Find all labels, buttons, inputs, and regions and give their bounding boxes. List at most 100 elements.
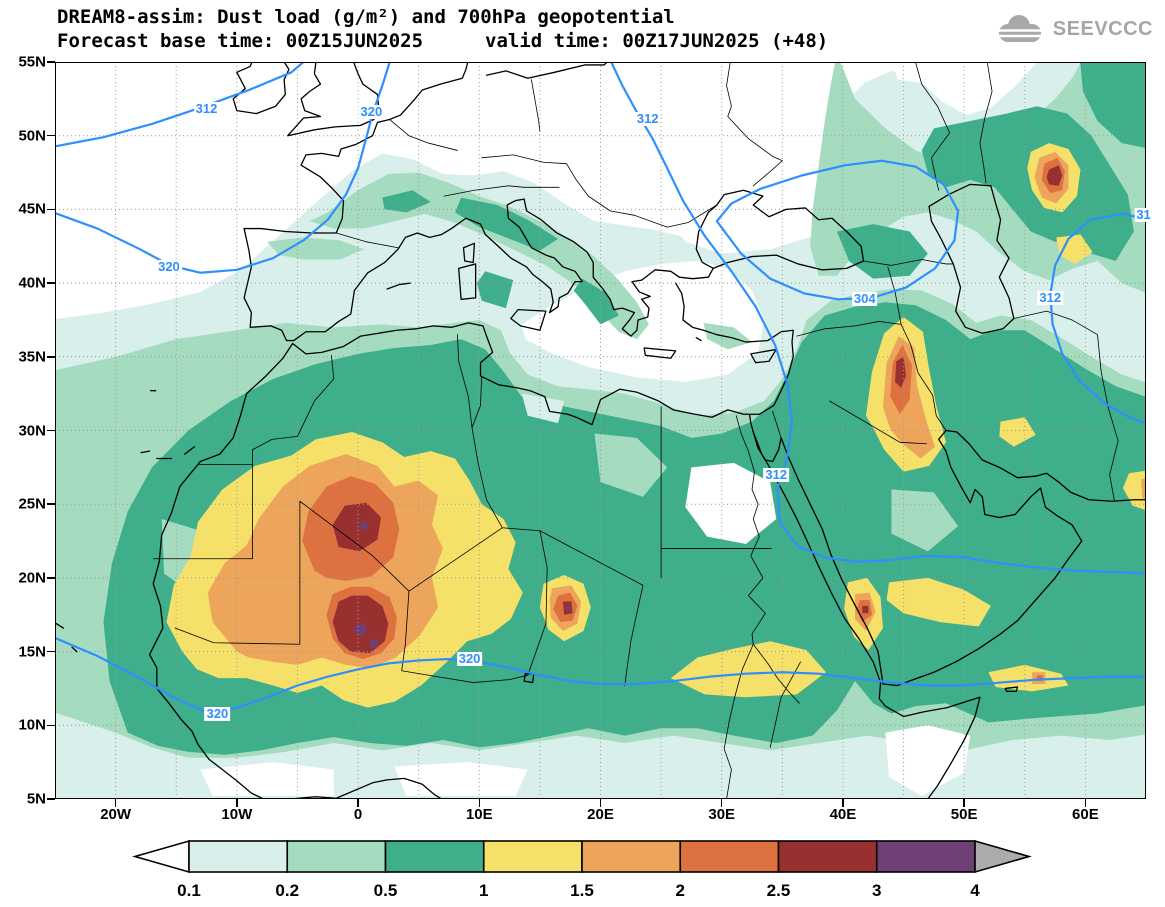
colorbar-label: 3 [872, 881, 881, 900]
x-axis-label: 50E [950, 806, 978, 823]
x-axis-label: 20W [100, 806, 132, 823]
x-axis-label: 60E [1072, 806, 1099, 823]
dust-contour-fill [1056, 234, 1093, 264]
map-area: 312 320 312 320 304 312 31 312 320 320 [55, 62, 1153, 799]
rivers [482, 62, 992, 227]
x-axis-tick [599, 799, 602, 807]
dust-contour-fill [1141, 478, 1146, 500]
y-axis-label: 30N [18, 422, 46, 439]
coastline [750, 415, 782, 461]
y-axis-label: 5N [26, 790, 46, 808]
geopotential-contour [717, 161, 958, 300]
colorbar-segment [482, 840, 583, 873]
plot-titles: DREAM8-assim: Dust load (g/m²) and 700hP… [57, 5, 828, 53]
x-axis-tick [963, 799, 965, 807]
plot-title: DREAM8-assim: Dust load (g/m²) and 700hP… [57, 6, 675, 28]
colorbar-label: 1 [479, 881, 488, 900]
dust-contour-fill [200, 762, 334, 797]
dust-contour-fill [886, 577, 991, 627]
caspian-sea [929, 184, 1014, 333]
dust-contour-fill [594, 433, 668, 497]
coastline [288, 62, 379, 136]
x-axis-tick [357, 799, 359, 807]
geopotential-label: 304 [851, 291, 878, 307]
colorbar-label: 2 [676, 881, 685, 900]
y-axis-tick [47, 577, 55, 579]
colorbar-label: 1.5 [570, 881, 594, 900]
y-axis-tick [47, 134, 55, 137]
coastline [946, 431, 1146, 502]
valid-time: valid time: 00Z17JUN2025 (+48) [485, 30, 829, 52]
y-axis-label: 55N [18, 53, 46, 71]
dust-contour-fill [354, 622, 368, 636]
dust-contour-fill [521, 393, 565, 424]
coastline [233, 62, 289, 114]
colorbar-segment [286, 840, 387, 873]
x-axis-tick [720, 799, 723, 807]
dust-contour-fill [988, 664, 1069, 692]
geopotential-label: 31 [1134, 207, 1153, 223]
dust-contour-fill [999, 417, 1036, 447]
coastline [487, 62, 615, 78]
colorbar-label: 2.5 [767, 881, 791, 900]
colorbar-label: 4 [970, 881, 980, 900]
geopotential-contour [55, 62, 312, 147]
y-axis-label: 15N [18, 643, 46, 661]
y-axis-label: 25N [18, 495, 46, 513]
nile-river [724, 416, 799, 799]
x-axis-tick [478, 799, 481, 807]
y-axis-tick [47, 429, 55, 432]
coastline [524, 199, 713, 336]
coastline [781, 431, 1082, 686]
y-axis-tick [47, 798, 55, 800]
y-axis-tick [47, 282, 55, 284]
y-axis-label: 40N [18, 274, 46, 292]
country-borders [153, 80, 1118, 748]
y-axis-tick [47, 61, 55, 63]
geopotential-label: 312 [193, 101, 220, 117]
dust-contour-fill [565, 605, 571, 611]
geopotential-contour [55, 635, 1146, 712]
coastline [696, 190, 863, 270]
cloud-icon [995, 15, 1044, 42]
y-axis-label: 20N [18, 569, 46, 587]
dust-contour-fill [703, 322, 753, 350]
dust-contour-fill [309, 172, 649, 340]
colorbar-segment [581, 840, 682, 873]
geopotential-label: 320 [358, 104, 385, 120]
x-axis-tick [1084, 799, 1087, 807]
colorbar-arrow [974, 839, 1032, 874]
y-axis-tick [47, 208, 55, 211]
dust-contour-fill [685, 462, 777, 544]
dust-contour-fill [573, 278, 619, 325]
geopotential-label: 320 [204, 705, 231, 721]
x-axis-label: 0 [353, 806, 363, 823]
colorbar-segment [777, 840, 878, 873]
coastline [244, 199, 582, 341]
dust-contour-fill [1046, 165, 1063, 186]
forecast-base-time: Forecast base time: 00Z15JUN2025 [57, 30, 424, 52]
dust-contour-fill [455, 197, 559, 251]
x-axis-label: 10E [465, 806, 493, 823]
dust-contour-fill [267, 237, 365, 260]
dust-contour-fill [394, 762, 528, 797]
colorbar-label: 0.2 [275, 881, 299, 900]
x-axis-tick [236, 799, 238, 807]
x-axis-label: 20E [587, 806, 614, 823]
dust-contour-fill [895, 356, 906, 388]
colorbar: 0.1 0.2 0.5 1 1.5 2 2.5 3 4 [132, 836, 1032, 902]
x-axis-tick [842, 799, 844, 807]
y-axis-label: 45N [18, 200, 46, 218]
y-axis-tick [47, 650, 55, 653]
geopotential-contour [55, 62, 392, 273]
coastline [290, 778, 442, 799]
dust-contour-fill [1080, 62, 1146, 148]
x-axis-label: 30E [708, 806, 736, 823]
colorbar-arrow [132, 839, 190, 874]
dust-contour-fill [885, 725, 971, 797]
y-axis-tick [47, 356, 55, 358]
dust-map [55, 62, 1146, 799]
dust-contour-fill [893, 62, 939, 85]
geopotential-label: 320 [156, 258, 182, 274]
